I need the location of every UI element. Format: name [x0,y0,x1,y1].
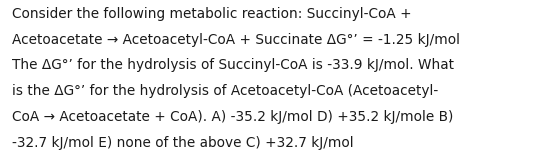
Text: Consider the following metabolic reaction: Succinyl-CoA +: Consider the following metabolic reactio… [12,7,412,21]
Text: is the ΔG°’ for the hydrolysis of Acetoacetyl-CoA (Acetoacetyl-: is the ΔG°’ for the hydrolysis of Acetoa… [12,84,439,98]
Text: -32.7 kJ/mol E) none of the above C) +32.7 kJ/mol: -32.7 kJ/mol E) none of the above C) +32… [12,136,354,150]
Text: Acetoacetate → Acetoacetyl-CoA + Succinate ΔG°’ = -1.25 kJ/mol: Acetoacetate → Acetoacetyl-CoA + Succina… [12,33,460,47]
Text: The ΔG°’ for the hydrolysis of Succinyl-CoA is -33.9 kJ/mol. What: The ΔG°’ for the hydrolysis of Succinyl-… [12,58,454,72]
Text: CoA → Acetoacetate + CoA). A) -35.2 kJ/mol D) +35.2 kJ/mole B): CoA → Acetoacetate + CoA). A) -35.2 kJ/m… [12,110,454,124]
